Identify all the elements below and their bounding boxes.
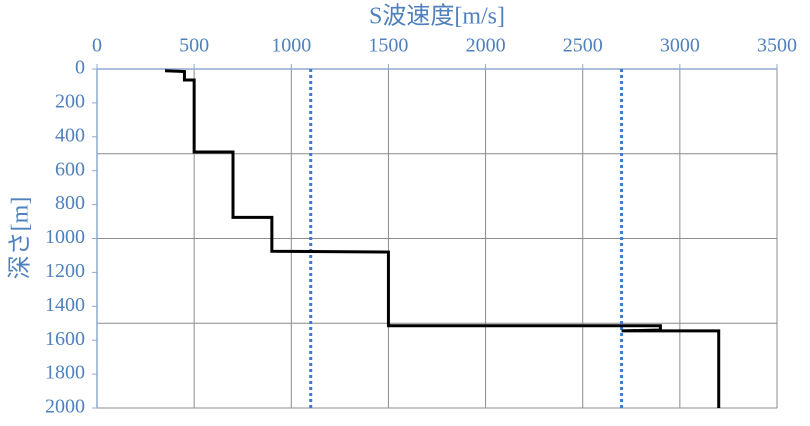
y-tick-label: 800 bbox=[55, 192, 85, 214]
y-tick-label: 1600 bbox=[45, 328, 85, 350]
y-tick-label: 1800 bbox=[45, 362, 85, 384]
y-tick-label: 200 bbox=[55, 90, 85, 112]
x-tick-label: 2000 bbox=[466, 35, 506, 57]
y-tick-label: 400 bbox=[55, 124, 85, 146]
x-tick-label: 3000 bbox=[660, 35, 700, 57]
y-tick-label: 2000 bbox=[45, 396, 85, 418]
x-tick-label: 3500 bbox=[757, 35, 797, 57]
y-tick-label: 600 bbox=[55, 158, 85, 180]
y-axis-title: 深さ[m] bbox=[7, 197, 34, 280]
x-tick-label: 500 bbox=[179, 35, 209, 57]
x-tick-label: 0 bbox=[92, 35, 102, 57]
x-tick-label: 1500 bbox=[368, 35, 408, 57]
x-tick-label: 1000 bbox=[271, 35, 311, 57]
x-tick-label: 2500 bbox=[563, 35, 603, 57]
y-tick-label: 1200 bbox=[45, 260, 85, 282]
x-axis-title: S波速度[m/s] bbox=[369, 3, 505, 30]
y-tick-label: 1400 bbox=[45, 294, 85, 316]
y-tick-label: 0 bbox=[75, 57, 85, 79]
y-tick-label: 1000 bbox=[45, 226, 85, 248]
data-line bbox=[164, 69, 721, 408]
